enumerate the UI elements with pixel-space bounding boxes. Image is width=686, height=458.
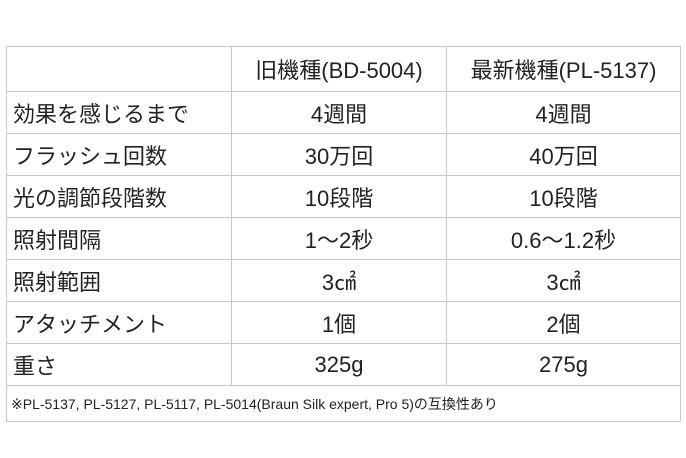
cell: 3㎠: [446, 259, 681, 302]
cell: 4週間: [231, 91, 447, 134]
cell: 40万回: [446, 133, 681, 176]
cell: 1個: [231, 301, 447, 344]
cell: 30万回: [231, 133, 447, 176]
row-label: 光の調節段階数: [6, 175, 232, 218]
footnote-row: ※PL-5137, PL-5127, PL-5117, PL-5014(Brau…: [6, 385, 681, 422]
row-label: フラッシュ回数: [6, 133, 232, 176]
cell: 10段階: [446, 175, 681, 218]
cell: 275g: [446, 343, 681, 386]
comparison-table: 旧機種(BD-5004) 最新機種(PL-5137) 効果を感じるまで 4週間 4週…: [6, 46, 681, 422]
table-row: アタッチメント 1個 2個: [6, 301, 681, 344]
footnote: ※PL-5137, PL-5127, PL-5117, PL-5014(Brau…: [6, 385, 681, 422]
row-label: 照射範囲: [6, 259, 232, 302]
row-label: 効果を感じるまで: [6, 91, 232, 134]
row-label: アタッチメント: [6, 301, 232, 344]
cell: 3㎠: [231, 259, 447, 302]
header-cell: 旧機種(BD-5004): [231, 46, 447, 92]
table-row: 照射範囲 3㎠ 3㎠: [6, 259, 681, 302]
cell: 1〜2秒: [231, 217, 447, 260]
cell: 2個: [446, 301, 681, 344]
table-row: 効果を感じるまで 4週間 4週間: [6, 91, 681, 134]
cell: 4週間: [446, 91, 681, 134]
header-row: 旧機種(BD-5004) 最新機種(PL-5137): [6, 46, 681, 92]
table-body: 効果を感じるまで 4週間 4週間 フラッシュ回数 30万回 40万回 光の調節段階数 10段階…: [6, 91, 681, 386]
row-label: 照射間隔: [6, 217, 232, 260]
row-label: 重さ: [6, 343, 232, 386]
cell: 0.6〜1.2秒: [446, 217, 681, 260]
table-row: 重さ 325g 275g: [6, 343, 681, 386]
table-row: 光の調節段階数 10段階 10段階: [6, 175, 681, 218]
cell: 10段階: [231, 175, 447, 218]
table-row: フラッシュ回数 30万回 40万回: [6, 133, 681, 176]
table-row: 照射間隔 1〜2秒 0.6〜1.2秒: [6, 217, 681, 260]
header-empty-cell: [6, 46, 232, 92]
cell: 325g: [231, 343, 447, 386]
header-cell: 最新機種(PL-5137): [446, 46, 681, 92]
